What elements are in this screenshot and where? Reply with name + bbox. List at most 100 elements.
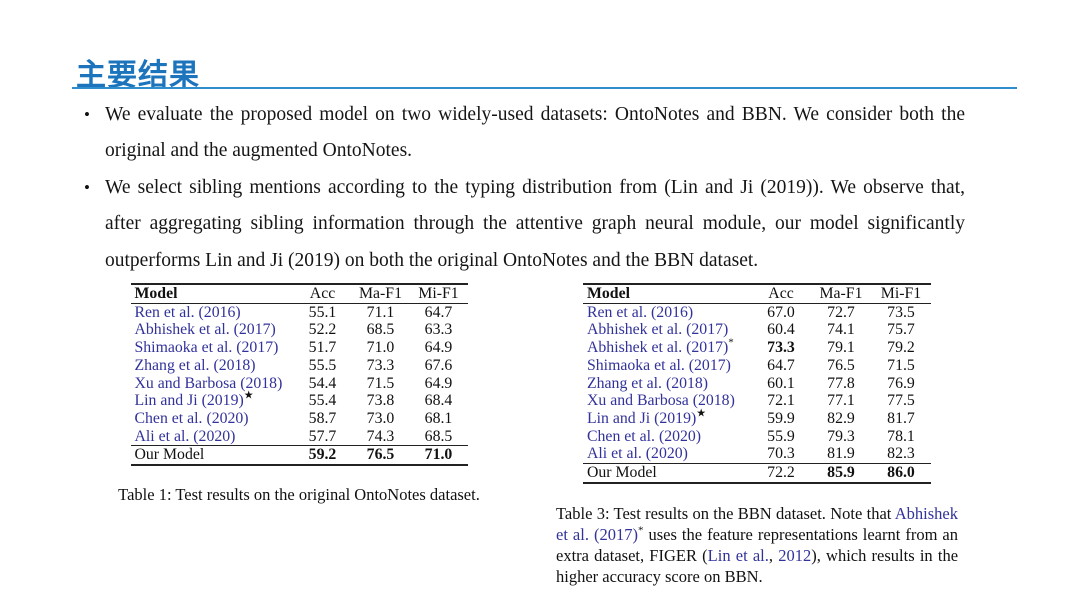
table-row: Our Model 72.2 85.9 86.0	[583, 463, 931, 483]
title-underline	[72, 87, 1017, 89]
value-cell: 72.2	[751, 463, 811, 483]
value-cell: 55.1	[308, 303, 337, 321]
caption-citation: Abhishek et al. (2017)	[556, 503, 958, 544]
caption-text: ), which results in the higher accuracy …	[556, 545, 959, 586]
value-cell: 85.9	[811, 463, 871, 483]
star-icon: ★	[243, 389, 254, 402]
table-row: Abhishek et al. (2017) 52.2 68.5 63.3	[131, 321, 468, 339]
table-row: Our Model 59.2 76.5 71.0	[130, 445, 468, 466]
column-header: Acc	[293, 284, 352, 304]
value-cell: 71.5	[366, 374, 395, 392]
value-cell: 77.1	[827, 392, 855, 410]
value-cell: 71.1	[366, 303, 395, 321]
column-header: Acc	[751, 284, 811, 304]
value-cell: 74.3	[366, 427, 395, 445]
model-cell: Shimaoka et al. (2017)	[131, 339, 294, 357]
value-cell: 71.0	[409, 445, 468, 466]
bullet-list: • We evaluate the proposed model on two w…	[81, 97, 965, 279]
value-cell: 75.7	[887, 321, 915, 339]
citation-link: Chen et al. (2020)	[134, 409, 249, 427]
value-cell: 68.5	[424, 427, 453, 445]
table-row: Zhang et al. (2018) 60.1 77.8 76.9	[583, 375, 931, 393]
citation-link: Chen et al. (2020)	[587, 427, 702, 445]
value-cell: 73.3	[366, 356, 395, 374]
caption-text: Table 1: Test results on the original On…	[118, 485, 480, 505]
value-cell: 55.9	[767, 427, 795, 445]
value-cell: 67.6	[424, 356, 453, 374]
caption-citation: 2012	[778, 545, 812, 565]
table-row: Lin and Ji (2019)★ 59.9 82.9 81.7	[583, 407, 931, 428]
table-row: Chen et al. (2020) 58.7 73.0 68.1	[131, 410, 468, 428]
citation-link: Shimaoka et al. (2017)	[134, 339, 279, 357]
citation-link: Zhang et al. (2018)	[134, 356, 256, 374]
value-cell: 82.3	[887, 445, 915, 463]
value-cell: 76.5	[827, 356, 855, 374]
value-cell: 59.9	[767, 409, 795, 427]
value-cell: 68.4	[424, 392, 453, 410]
value-cell: 58.7	[308, 409, 337, 427]
model-cell: Abhishek et al. (2017)*	[583, 336, 751, 357]
value-cell: 73.3	[767, 339, 795, 357]
value-cell: 78.1	[887, 427, 915, 445]
value-cell: 55.5	[308, 356, 337, 374]
model-cell: Shimaoka et al. (2017)	[583, 357, 751, 375]
model-cell: Xu and Barbosa (2018)	[131, 375, 294, 393]
value-cell: 60.1	[767, 374, 795, 392]
table-block-bbn: Model Acc Ma-F1 Mi-F1 Ren et al. (2016) 67.0…	[556, 283, 958, 587]
asterisk-icon: *	[728, 336, 734, 349]
model-label: Our Model	[587, 464, 657, 482]
table-row: Ali et al. (2020) 57.7 74.3 68.5	[131, 428, 468, 446]
citation-link: Shimaoka et al. (2017)	[587, 356, 731, 374]
star-icon: ★	[696, 407, 707, 420]
model-cell: Abhishek et al. (2017)	[583, 321, 751, 339]
value-cell: 77.8	[827, 374, 855, 392]
table-row: Lin and Ji (2019)★ 55.4 73.8 68.4	[131, 389, 468, 410]
table-row: Xu and Barbosa (2018) 54.4 71.5 64.9	[131, 375, 468, 393]
column-header: Ma-F1	[811, 284, 871, 304]
caption-text: ,	[768, 545, 779, 565]
value-cell: 81.7	[887, 409, 915, 427]
caption-text: *	[637, 524, 644, 537]
page-title: 主要结果	[76, 59, 200, 92]
table-block-ontonotes: Model Acc Ma-F1 Mi-F1 Ren et al. (2016) 55.1…	[100, 283, 498, 505]
model-cell: Xu and Barbosa (2018)	[583, 392, 751, 410]
bullet-item: • We select sibling mentions according to…	[81, 170, 965, 279]
column-header: Ma-F1	[351, 284, 410, 304]
model-cell: Lin and Ji (2019)★	[131, 389, 294, 410]
table-row: Abhishek et al. (2017)* 73.3 79.1 79.2	[583, 336, 931, 357]
citation-link: Xu and Barbosa (2018)	[134, 374, 283, 392]
model-cell: Ren et al. (2016)	[583, 303, 751, 321]
value-cell: 51.7	[308, 339, 337, 357]
value-cell: 64.9	[424, 339, 453, 357]
value-cell: 71.5	[887, 356, 915, 374]
model-cell: Ali et al. (2020)	[583, 445, 751, 463]
value-cell: 76.5	[351, 445, 410, 466]
bullet-marker-icon: •	[84, 105, 90, 124]
bullet-marker-icon: •	[84, 177, 90, 197]
model-label: Our Model	[134, 446, 205, 464]
value-cell: 63.3	[424, 321, 453, 339]
value-cell: 64.7	[424, 303, 453, 321]
value-cell: 74.1	[827, 321, 855, 339]
value-cell: 76.9	[887, 374, 915, 392]
citation-link: Ali et al. (2020)	[587, 445, 688, 463]
model-cell: Our Model	[583, 463, 751, 483]
table-row: Zhang et al. (2018) 55.5 73.3 67.6	[131, 357, 468, 375]
value-cell: 55.4	[308, 392, 337, 410]
table-header: Model Acc Ma-F1 Mi-F1	[130, 284, 468, 304]
value-cell: 79.1	[827, 339, 855, 357]
bullet-line: outperforms Lin and Ji (2019) on both th…	[105, 249, 759, 271]
table-row: Xu and Barbosa (2018) 72.1 77.1 77.5	[583, 392, 931, 410]
value-cell: 64.7	[767, 356, 795, 374]
value-cell: 73.0	[366, 409, 395, 427]
model-cell: Lin and Ji (2019)★	[583, 407, 751, 428]
value-cell: 79.2	[887, 339, 915, 357]
table-caption: Table 1: Test results on the original On…	[100, 485, 498, 505]
citation-link: Abhishek et al. (2017)	[587, 321, 729, 339]
citation-link: Ren et al. (2016)	[134, 303, 241, 321]
model-cell: Ali et al. (2020)	[131, 428, 294, 446]
bullet-line: after aggregating sibling information th…	[105, 213, 965, 235]
value-cell: 72.1	[767, 392, 795, 410]
table-row: Ren et al. (2016) 55.1 71.1 64.7	[131, 303, 468, 321]
table-row: Ren et al. (2016) 67.0 72.7 73.5	[583, 303, 931, 321]
